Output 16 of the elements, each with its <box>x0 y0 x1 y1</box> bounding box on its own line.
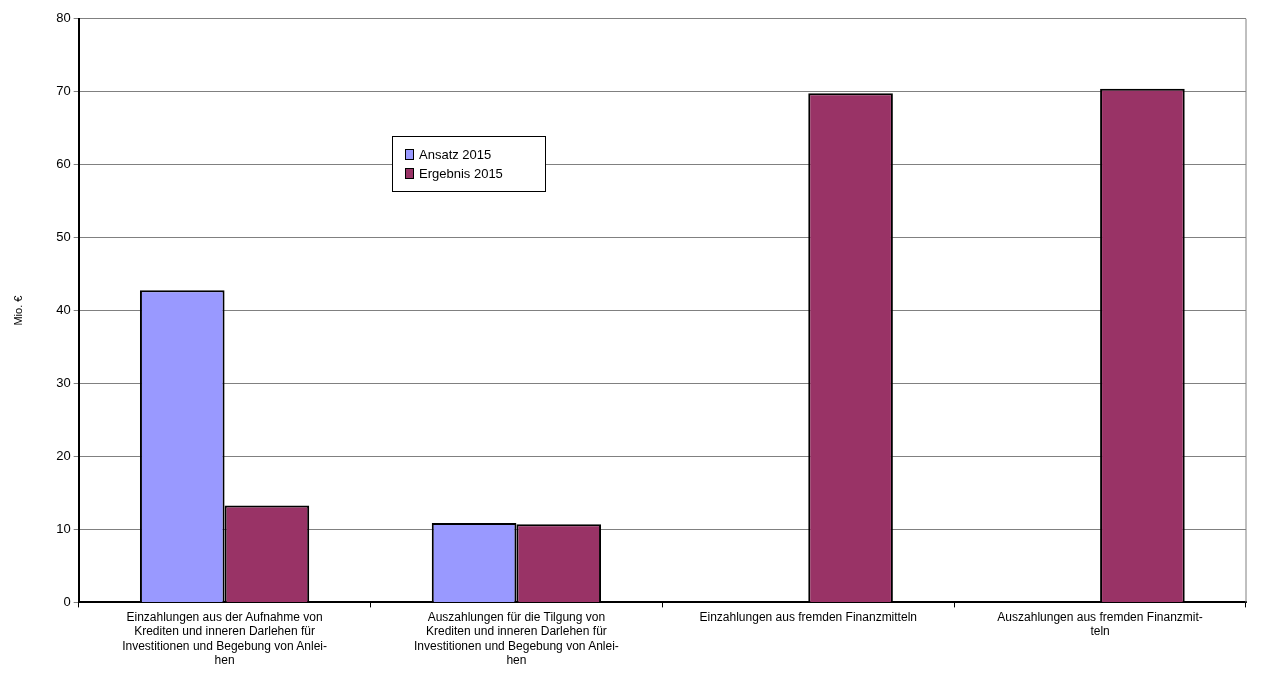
y-tick-label: 60 <box>56 156 71 172</box>
x-tick-label: Einzahlungen aus der Aufnahme von Krediten und inneren Darlehen für Investitionen und Begebung von Anlei- hen <box>122 609 327 668</box>
x-tick-label: Auszahlungen aus fremden Finanzmit- teln <box>997 609 1203 639</box>
y-tick-label: 40 <box>56 302 71 318</box>
y-axis-title: Mio. € <box>11 295 24 326</box>
y-tick-label: 50 <box>56 229 71 245</box>
y-tick-label: 30 <box>56 375 71 391</box>
y-tick-label: 10 <box>56 521 71 537</box>
x-tick-label: Auszahlungen für die Tilgung von Krediten und inneren Darlehen für Investitionen und Begebung von Anlei- hen <box>414 609 619 668</box>
legend-label: Ansatz 2015 <box>419 147 492 162</box>
y-tick-label: 80 <box>56 10 71 26</box>
legend-label: Ergebnis 2015 <box>419 166 503 181</box>
y-tick-label: 20 <box>56 448 71 464</box>
y-tick-label: 0 <box>63 593 71 609</box>
y-tick-label: 70 <box>56 83 71 99</box>
x-tick-label: Einzahlungen aus fremden Finanzmitteln <box>699 609 917 624</box>
